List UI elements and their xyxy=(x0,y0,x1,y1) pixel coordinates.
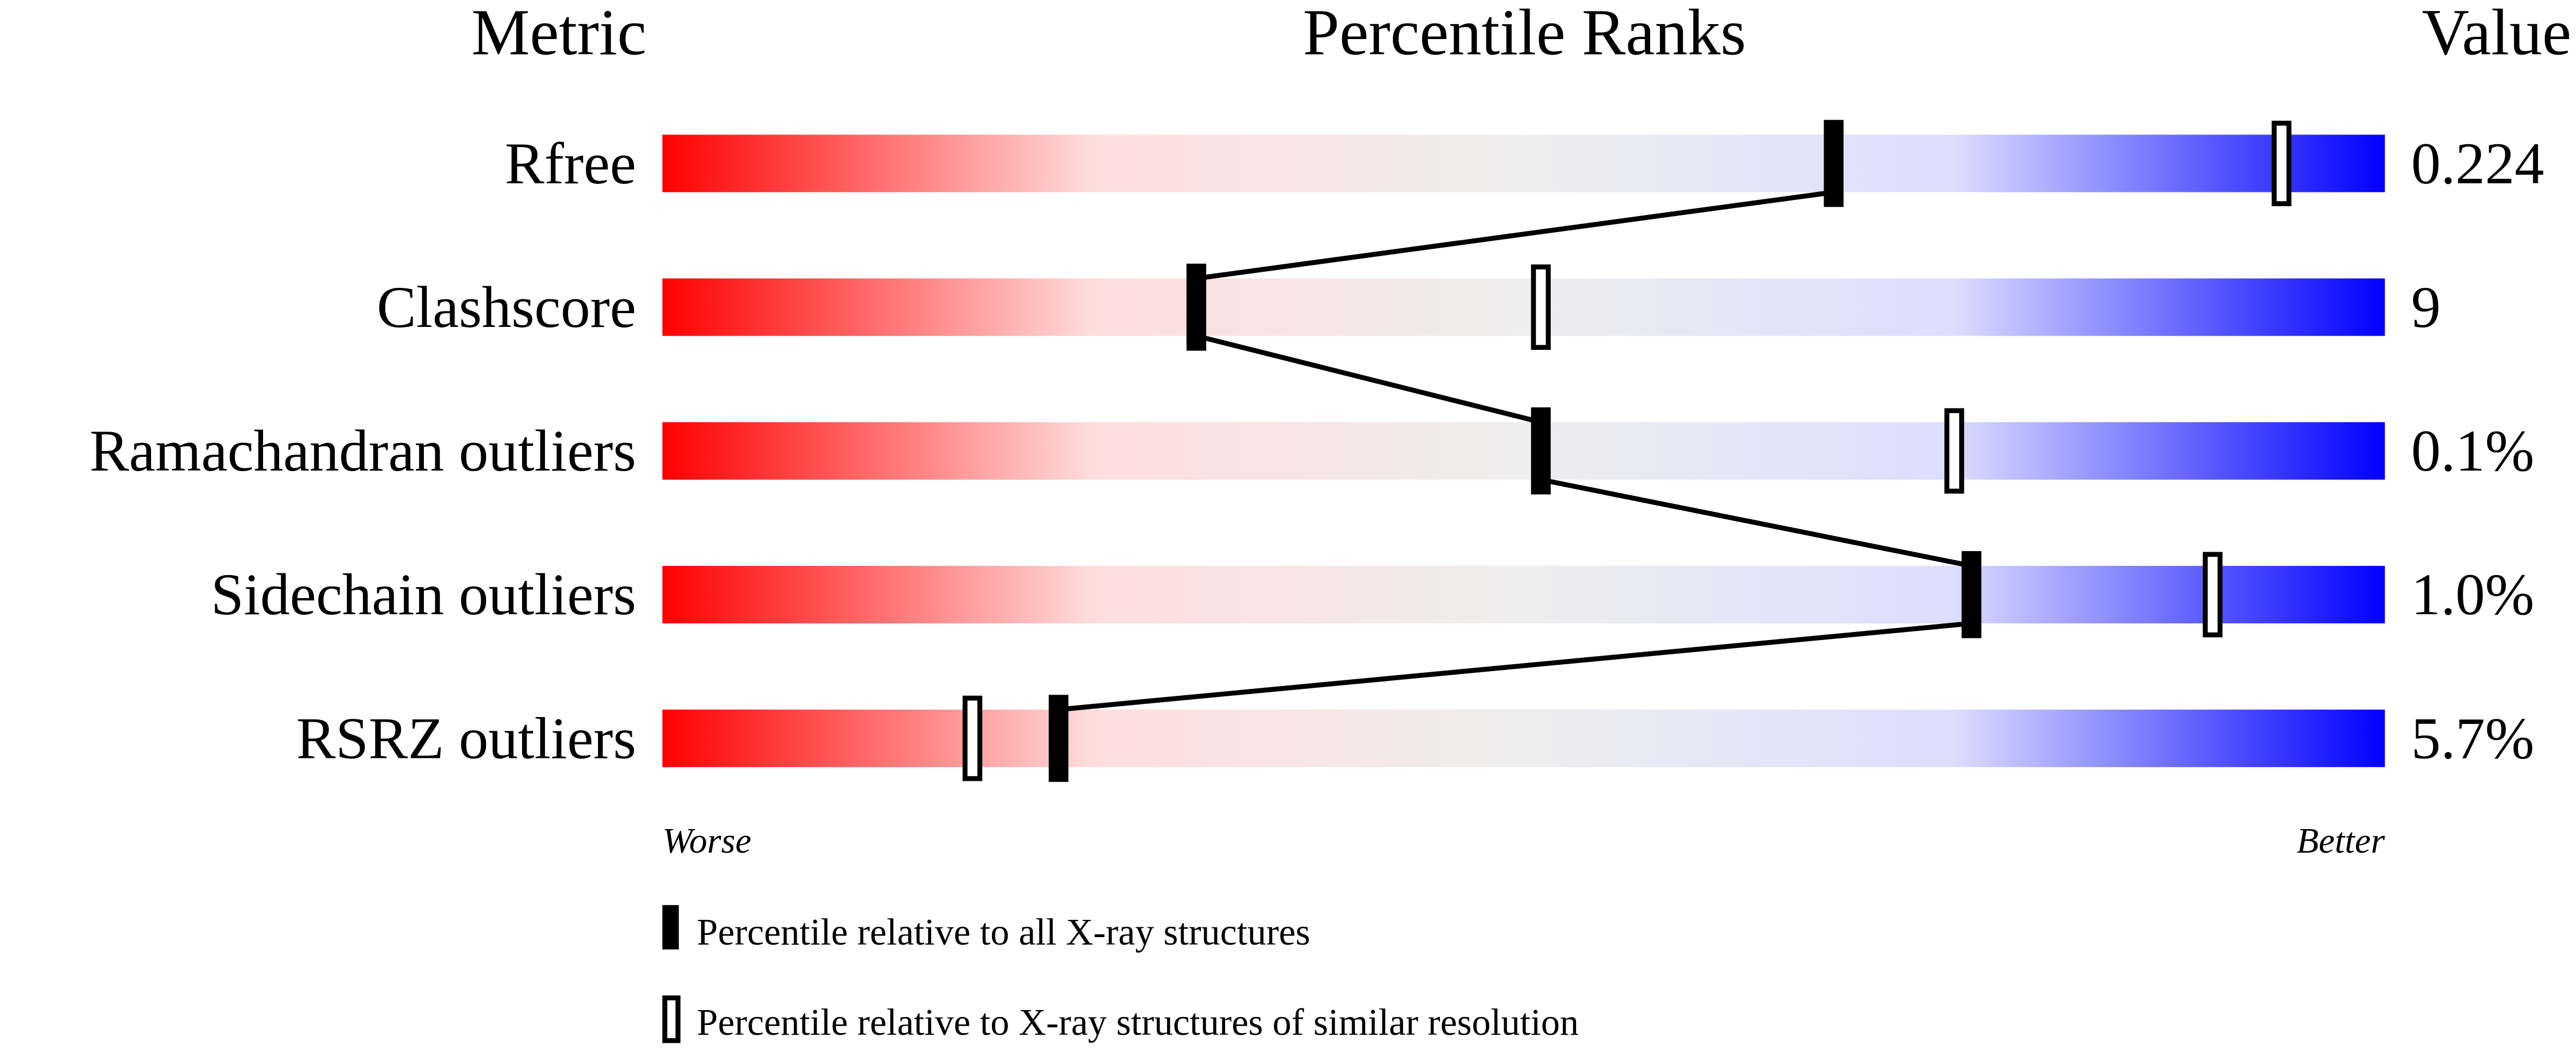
bar-sidechain-outliers xyxy=(662,565,2385,623)
metric-value-ramachandran-outliers: 0.1% xyxy=(2411,418,2534,484)
axis-label-better: Better xyxy=(2297,820,2385,861)
metric-value-sidechain-outliers: 1.0% xyxy=(2411,562,2534,627)
marker-similar-clashscore xyxy=(1531,264,1551,350)
connector-line xyxy=(1195,333,1542,425)
header-metric: Metric xyxy=(472,0,647,68)
metric-value-rsrz-outliers: 5.7% xyxy=(2411,706,2534,771)
legend-filled-marker xyxy=(662,905,679,950)
connector-line xyxy=(1540,477,1972,569)
metric-label-sidechain-outliers: Sidechain outliers xyxy=(211,562,636,627)
axis-label-worse: Worse xyxy=(662,820,751,861)
connector-line xyxy=(1196,190,1835,281)
metric-label-rfree: Rfree xyxy=(505,131,636,196)
legend-label-all: Percentile relative to all X-ray structu… xyxy=(697,911,1310,953)
marker-similar-ramachandran-outliers xyxy=(1944,408,1964,494)
connector-line xyxy=(1058,621,1972,712)
header-percentile-ranks: Percentile Ranks xyxy=(1303,0,1746,68)
metric-label-ramachandran-outliers: Ramachandran outliers xyxy=(90,418,636,484)
metric-value-clashscore: 9 xyxy=(2411,275,2440,340)
legend-label-similar: Percentile relative to X-ray structures … xyxy=(697,1001,1578,1043)
marker-similar-rsrz-outliers xyxy=(962,695,983,781)
header-value: Value xyxy=(2422,0,2571,68)
legend-open-marker xyxy=(662,995,681,1043)
metric-label-rsrz-outliers: RSRZ outliers xyxy=(296,706,636,771)
marker-similar-rfree xyxy=(2272,121,2292,206)
metric-value-rfree: 0.224 xyxy=(2411,131,2544,196)
bar-clashscore xyxy=(662,278,2385,336)
bar-rfree xyxy=(662,134,2385,192)
bar-ramachandran-outliers xyxy=(662,422,2385,480)
bar-rsrz-outliers xyxy=(662,710,2385,768)
marker-similar-sidechain-outliers xyxy=(2203,552,2223,638)
metric-label-clashscore: Clashscore xyxy=(377,275,636,340)
